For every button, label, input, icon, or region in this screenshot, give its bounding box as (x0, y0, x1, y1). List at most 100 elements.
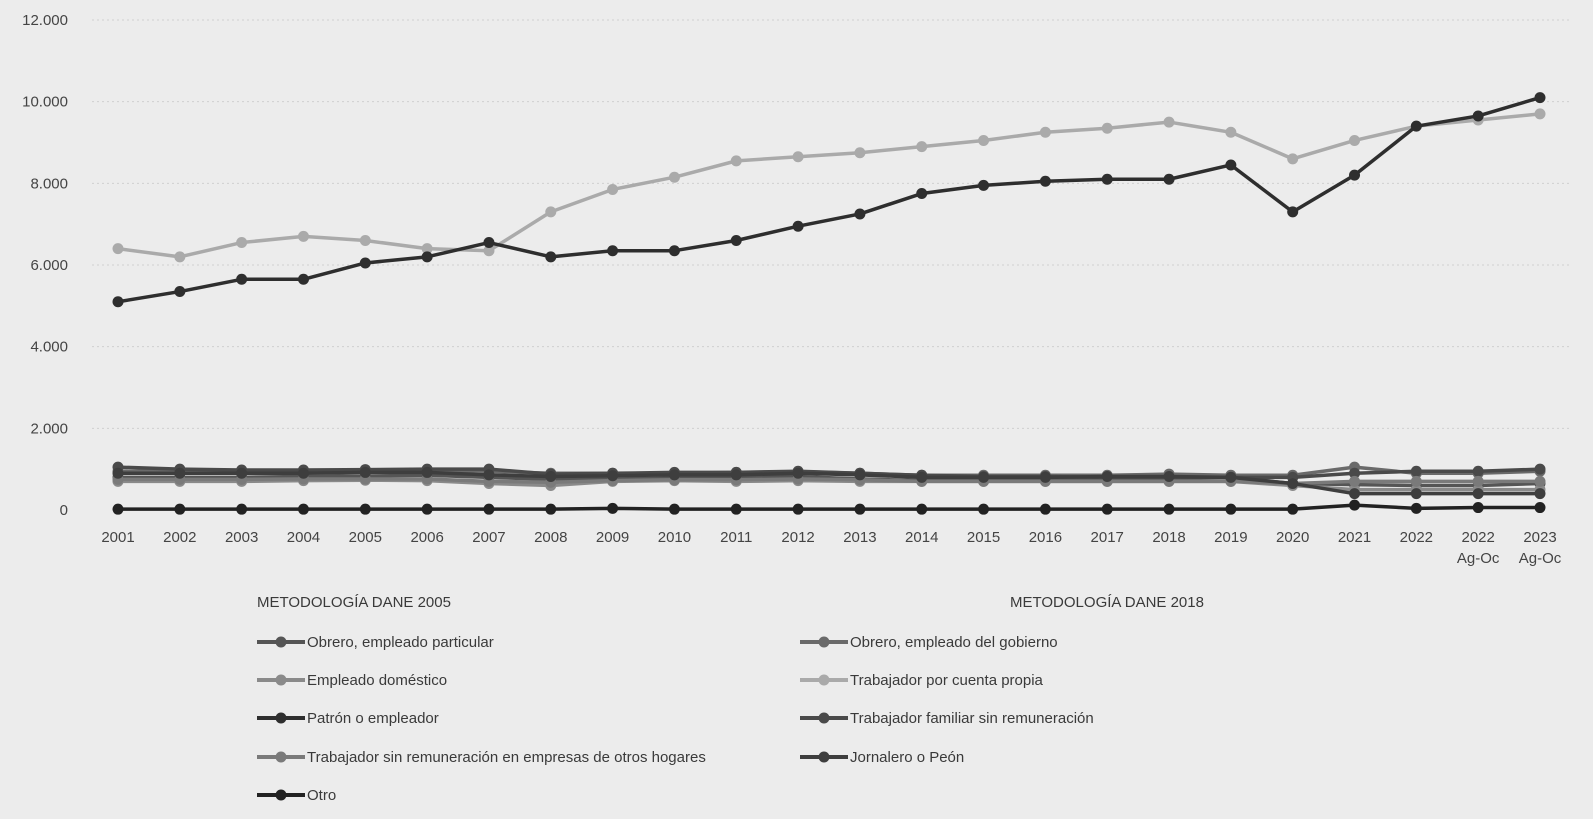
data-point (1410, 120, 1422, 132)
legend: METODOLOGÍA DANE 2005 METODOLOGÍA DANE 2… (257, 594, 1204, 804)
legend-marker (275, 751, 287, 763)
x-tick-label: 2003 (225, 529, 258, 546)
legend-label: Trabajador sin remuneración en empresas … (307, 749, 706, 766)
data-point (1534, 108, 1546, 120)
data-point (297, 467, 309, 479)
data-point (1349, 475, 1361, 487)
data-point (359, 257, 371, 269)
x-tick-label: 2018 (1152, 529, 1185, 546)
y-tick-label: 2.000 (30, 420, 68, 437)
data-point (545, 503, 557, 515)
data-point (854, 208, 866, 220)
data-point (792, 220, 804, 232)
data-point (854, 147, 866, 159)
legend-item: Obrero, empleado particular (257, 634, 494, 651)
data-point (297, 503, 309, 515)
data-point (1349, 467, 1361, 479)
legend-marker (275, 789, 287, 801)
data-point (174, 503, 186, 515)
x-tick-label: 2016 (1029, 529, 1062, 546)
series-line (118, 503, 1540, 511)
data-point (1287, 153, 1299, 165)
data-point (1410, 465, 1422, 477)
data-point (730, 235, 742, 246)
series-line (117, 465, 1541, 480)
data-point (297, 273, 309, 285)
legend-label: Patrón o empleador (307, 710, 439, 727)
data-point (1039, 126, 1051, 138)
data-point (1349, 134, 1361, 146)
x-tick-label: Ag-Oc (1457, 550, 1500, 567)
x-tick-label: Ag-Oc (1519, 550, 1562, 567)
legend-marker (275, 636, 287, 648)
data-point (854, 469, 866, 481)
data-point (730, 503, 742, 515)
x-tick-label: 2008 (534, 529, 567, 546)
legend-group-title-2018: METODOLOGÍA DANE 2018 (1010, 594, 1204, 611)
data-point (1225, 471, 1237, 483)
x-axis-ticks: 2001 2002 2003 2004 2005 2006 2007 2008 2009 2010… (101, 529, 1561, 567)
data-point (359, 235, 371, 246)
series-3 (112, 108, 1546, 263)
data-point (1287, 206, 1299, 218)
data-point (730, 469, 742, 481)
legend-marker (818, 674, 830, 686)
data-point (1472, 110, 1484, 122)
x-tick-label: 2022 (1400, 529, 1433, 546)
data-point (978, 471, 990, 483)
legend-item: Jornalero o Peón (800, 749, 964, 766)
series-line (117, 95, 1541, 304)
data-point (916, 141, 928, 153)
data-point (1534, 502, 1546, 514)
data-point (1472, 465, 1484, 477)
legend-item: Trabajador por cuenta propia (800, 672, 1044, 689)
x-tick-label: 2017 (1091, 529, 1124, 546)
data-point (1163, 471, 1175, 483)
data-point (1534, 488, 1546, 500)
legend-item: Trabajador familiar sin remuneración (800, 710, 1094, 727)
data-point (236, 467, 248, 479)
data-point (1349, 488, 1361, 500)
legend-marker (275, 712, 287, 724)
data-point (916, 188, 928, 200)
data-point (1039, 471, 1051, 483)
x-tick-label: 2006 (410, 529, 443, 546)
data-point (1225, 126, 1237, 138)
legend-marker (818, 751, 830, 763)
legend-group-title-2005: METODOLOGÍA DANE 2005 (257, 594, 451, 611)
data-point (421, 466, 433, 478)
y-tick-label: 4.000 (30, 339, 68, 356)
data-point (421, 503, 433, 515)
data-point (1287, 503, 1299, 515)
data-point (854, 503, 866, 515)
data-point (978, 134, 990, 146)
data-point (607, 502, 619, 514)
legend-label: Trabajador por cuenta propia (850, 672, 1044, 689)
data-point (112, 467, 124, 479)
data-point (174, 467, 186, 479)
data-point (1410, 475, 1422, 487)
data-point (483, 469, 495, 481)
y-tick-label: 6.000 (30, 257, 68, 274)
data-point (112, 503, 124, 515)
data-point (668, 245, 680, 257)
data-point (236, 237, 248, 249)
data-point (1410, 502, 1422, 514)
data-point (545, 206, 557, 218)
series-line (118, 470, 1540, 496)
y-tick-label: 10.000 (22, 94, 68, 111)
data-point (607, 183, 619, 195)
data-point (483, 237, 495, 249)
series-lines (112, 92, 1546, 515)
data-point (1534, 475, 1546, 487)
data-point (1163, 503, 1175, 515)
legend-item: Trabajador sin remuneración en empresas … (257, 749, 706, 766)
legend-item: Empleado doméstico (257, 672, 447, 689)
x-tick-label: 2004 (287, 529, 320, 546)
y-tick-label: 12.000 (22, 12, 68, 29)
x-tick-label: 2023 (1523, 529, 1556, 546)
data-point (1472, 488, 1484, 500)
legend-marker (275, 674, 287, 686)
data-point (174, 251, 186, 263)
